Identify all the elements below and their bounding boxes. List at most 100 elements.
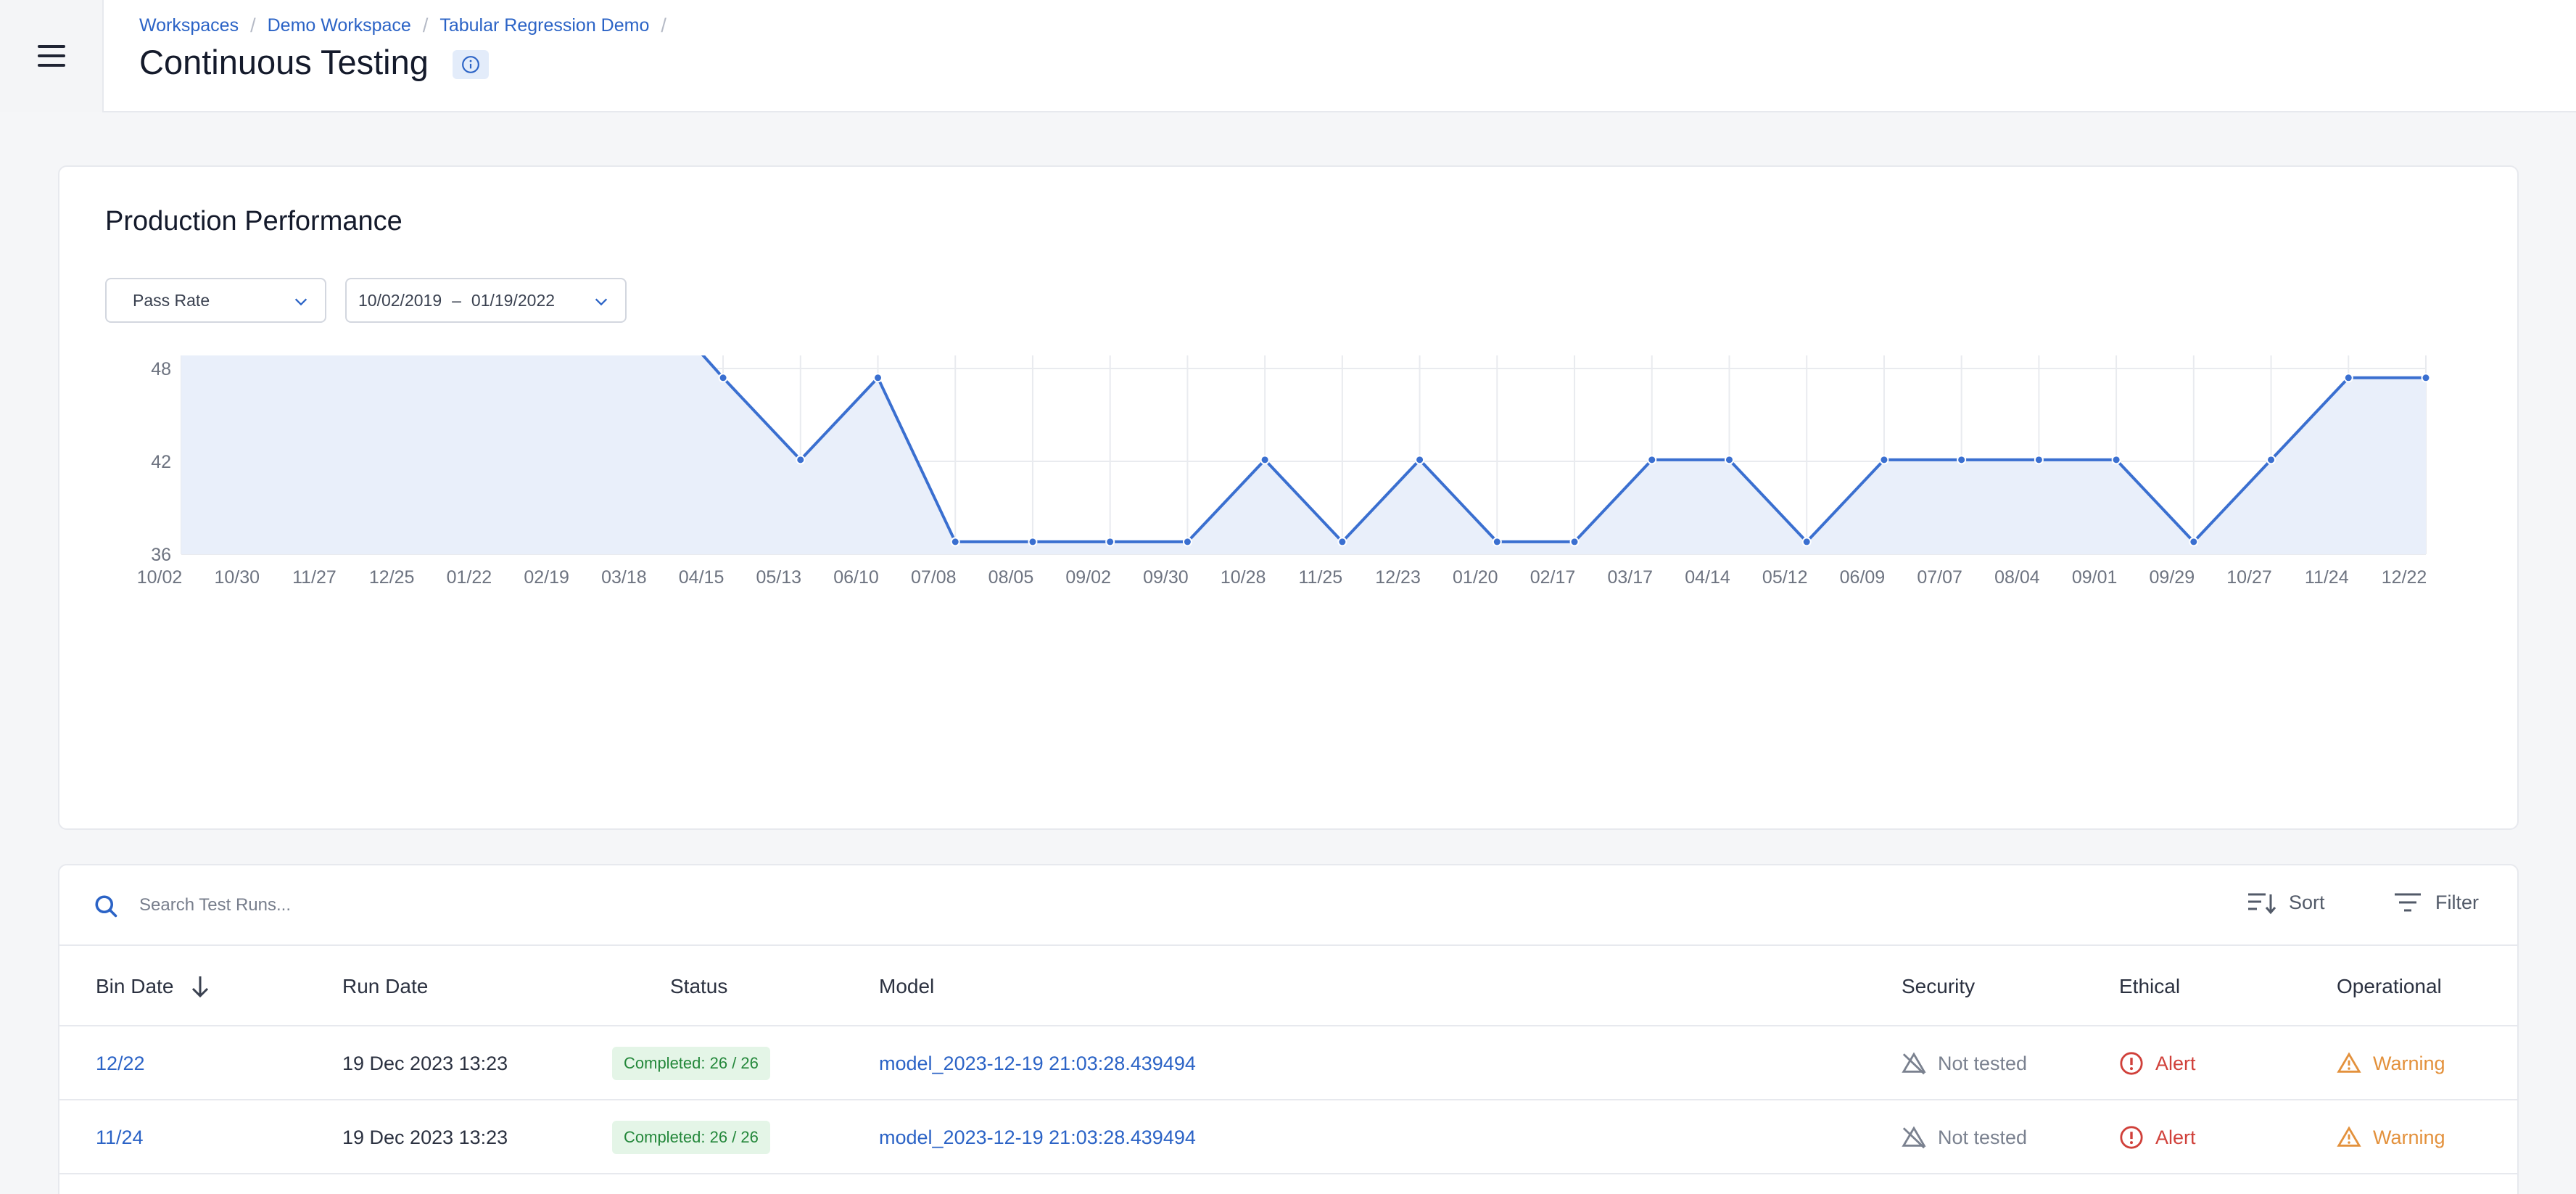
column-header-security[interactable]: Security: [1902, 974, 1976, 997]
status-cell: Completed: 26 / 26: [612, 1026, 770, 1100]
model-link[interactable]: model_2023-12-19 21:03:28.439494: [879, 1052, 1196, 1074]
test-runs-table: Sort Filter Bin Date Run Date Status Mod…: [58, 864, 2519, 1194]
security-cell: Not tested: [1902, 1100, 2027, 1174]
data-point: [2266, 455, 2276, 465]
data-point: [873, 373, 883, 383]
table-row[interactable]: 11/24 19 Dec 2023 13:23 Completed: 26 / …: [59, 1100, 2517, 1174]
x-tick-label: 02/19: [524, 567, 569, 588]
data-point: [718, 373, 728, 383]
x-tick-label: 03/17: [1607, 567, 1653, 588]
data-point: [1492, 537, 1502, 547]
x-tick-label: 10/27: [2226, 567, 2272, 588]
x-tick-label: 09/01: [2072, 567, 2118, 588]
filter-icon: [2395, 893, 2421, 912]
chevron-down-icon: [294, 298, 307, 306]
y-tick-label: 48: [151, 359, 171, 379]
card-title: Production Performance: [105, 206, 402, 236]
breadcrumb-separator: /: [250, 15, 256, 36]
x-tick-label: 07/07: [1917, 567, 1962, 588]
data-point: [2111, 455, 2121, 465]
ethical-cell: Alert: [2119, 1026, 2196, 1100]
data-point: [2189, 537, 2199, 547]
x-tick-label: 09/29: [2150, 567, 2195, 588]
ethical-status: Alert: [2155, 1052, 2196, 1074]
date-from: 10/02/2019: [358, 290, 442, 310]
run-date: 19 Dec 2023 13:23: [342, 1052, 508, 1074]
not-tested-icon: [1902, 1052, 1926, 1075]
y-tick-label: 42: [151, 452, 171, 472]
column-header-bin-date[interactable]: Bin Date: [96, 946, 211, 1026]
data-point: [1647, 455, 1657, 465]
status-badge: Completed: 26 / 26: [612, 1047, 770, 1080]
operational-status: Warning: [2373, 1052, 2445, 1074]
x-tick-label: 02/17: [1530, 567, 1576, 588]
table-toolbar: Sort Filter: [59, 865, 2517, 946]
date-range-select[interactable]: 10/02/2019 – 01/19/2022: [345, 278, 627, 323]
x-tick-label: 08/04: [1994, 567, 2040, 588]
model-link[interactable]: model_2023-12-19 21:03:28.439494: [879, 1126, 1196, 1148]
filter-button[interactable]: Filter: [2393, 890, 2479, 915]
info-button[interactable]: [453, 50, 489, 79]
column-header-run-date[interactable]: Run Date: [342, 974, 429, 997]
bin-date-link[interactable]: 12/22: [96, 1052, 145, 1074]
x-tick-label: 01/22: [447, 567, 492, 588]
data-point: [1415, 455, 1425, 465]
table-header: Bin Date Run Date Status Model Security …: [59, 946, 2517, 1026]
info-icon: [462, 56, 479, 73]
x-tick-label: 11/25: [1299, 567, 1343, 588]
data-point: [1801, 537, 1812, 547]
data-point: [1724, 455, 1734, 465]
column-header-status[interactable]: Status: [670, 974, 728, 997]
operational-status: Warning: [2373, 1126, 2445, 1148]
data-point: [950, 537, 960, 547]
data-point: [1569, 537, 1580, 547]
sort-label: Sort: [2289, 891, 2325, 913]
metric-select[interactable]: Pass Rate: [105, 278, 326, 323]
sort-button[interactable]: Sort: [2247, 890, 2325, 915]
x-tick-label: 10/30: [214, 567, 260, 588]
x-tick-label: 10/02: [137, 567, 183, 588]
search-input[interactable]: [139, 887, 719, 923]
chart-svg: 3642485460% of passing tests10/0210/3011…: [62, 173, 2431, 588]
data-point: [2421, 373, 2431, 383]
security-cell: Not tested: [1902, 1026, 2027, 1100]
pass-rate-chart: 3642485460% of passing tests10/0210/3011…: [62, 173, 2507, 765]
production-performance-card: Production Performance Pass Rate 10/02/2…: [58, 165, 2519, 830]
warning-icon: [2337, 1052, 2361, 1073]
security-status: Not tested: [1938, 1052, 2028, 1074]
x-tick-label: 05/12: [1762, 567, 1808, 588]
operational-cell: Warning: [2337, 1100, 2445, 1174]
column-header-model[interactable]: Model: [879, 974, 935, 997]
table-row[interactable]: 12/22 19 Dec 2023 13:23 Completed: 26 / …: [59, 1026, 2517, 1100]
warning-icon: [2337, 1126, 2361, 1147]
sort-icon: [2248, 893, 2276, 915]
column-header-operational[interactable]: Operational: [2337, 974, 2442, 997]
x-tick-label: 01/20: [1453, 567, 1498, 588]
breadcrumb-separator: /: [422, 15, 429, 36]
data-point: [1957, 455, 1967, 465]
breadcrumb-workspaces[interactable]: Workspaces: [139, 15, 239, 36]
data-point: [796, 455, 806, 465]
x-tick-label: 03/18: [601, 567, 647, 588]
column-header-ethical[interactable]: Ethical: [2119, 974, 2181, 997]
breadcrumb-tabular-regression-demo[interactable]: Tabular Regression Demo: [439, 15, 650, 36]
x-tick-label: 12/25: [369, 567, 415, 588]
search-icon: [95, 895, 117, 918]
hamburger-icon[interactable]: [38, 45, 65, 67]
ethical-status: Alert: [2155, 1126, 2196, 1148]
menu-button[interactable]: [0, 0, 104, 112]
breadcrumb-demo-workspace[interactable]: Demo Workspace: [267, 15, 411, 36]
bin-date-link[interactable]: 11/24: [96, 1126, 144, 1148]
status-badge: Completed: 26 / 26: [612, 1121, 770, 1154]
alert-icon: [2120, 1126, 2143, 1149]
data-point: [1182, 537, 1192, 547]
data-point: [1105, 537, 1115, 547]
x-tick-label: 08/05: [988, 567, 1034, 588]
x-tick-label: 04/15: [679, 567, 724, 588]
arrow-down-icon: [192, 976, 209, 997]
x-tick-label: 12/23: [1375, 567, 1421, 588]
security-status: Not tested: [1938, 1126, 2028, 1148]
breadcrumb-separator: /: [661, 15, 666, 36]
y-tick-label: 36: [151, 545, 171, 565]
data-point: [1337, 537, 1347, 547]
